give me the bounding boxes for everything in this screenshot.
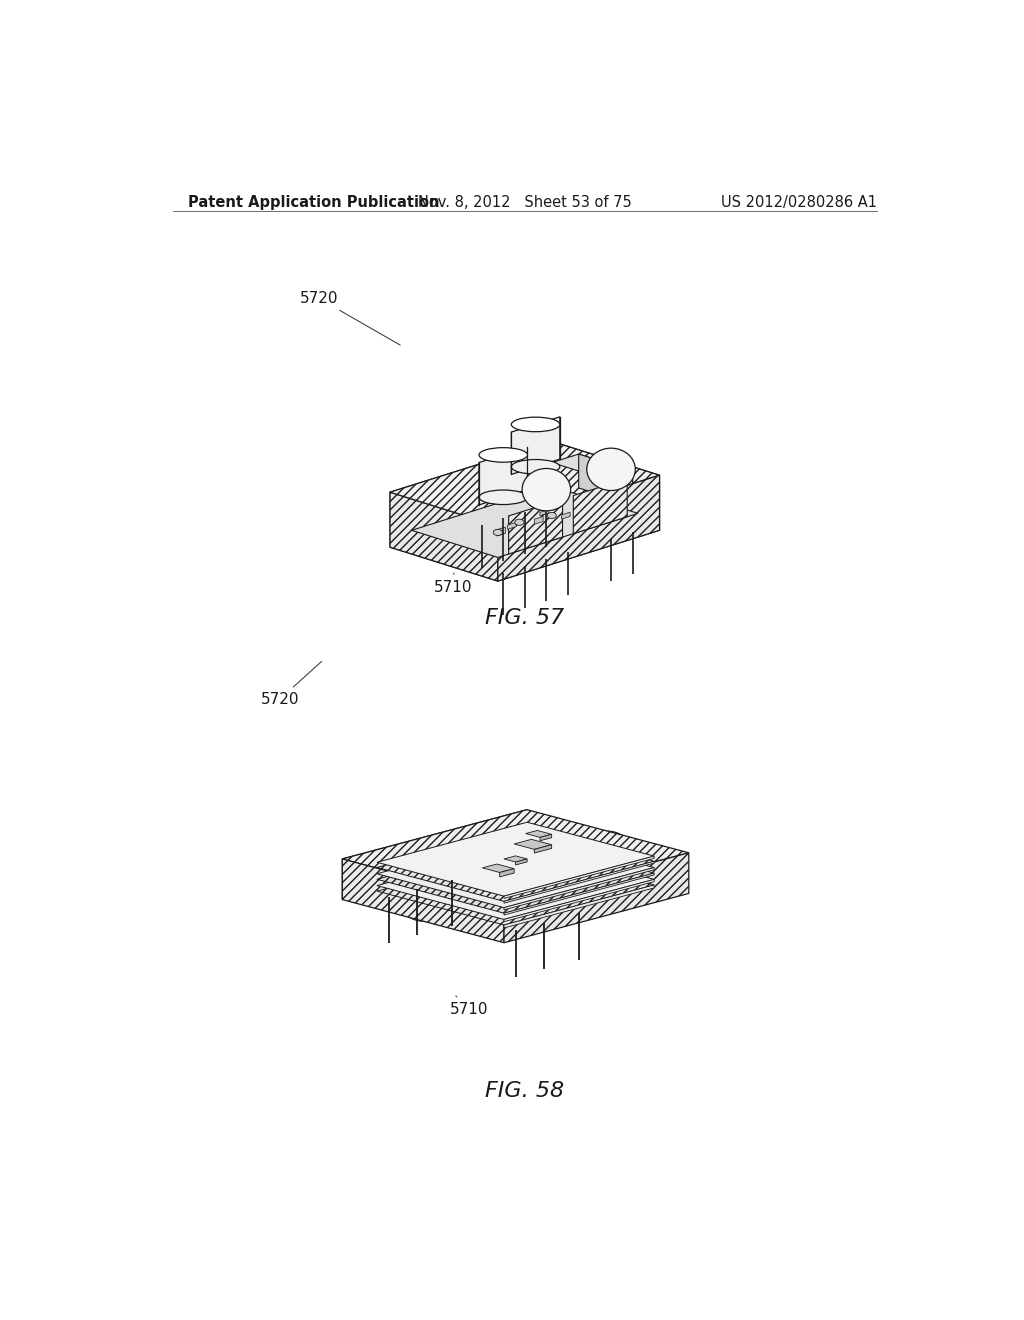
Polygon shape <box>535 845 552 853</box>
Polygon shape <box>412 486 638 557</box>
Polygon shape <box>540 834 552 841</box>
Ellipse shape <box>515 519 524 525</box>
Ellipse shape <box>479 447 527 462</box>
Text: Patent Application Publication: Patent Application Publication <box>188 194 440 210</box>
Ellipse shape <box>479 490 527 504</box>
Polygon shape <box>508 523 516 529</box>
Polygon shape <box>377 822 654 896</box>
Polygon shape <box>479 447 527 506</box>
Text: FIG. 58: FIG. 58 <box>485 1081 564 1101</box>
Text: 5710: 5710 <box>434 573 473 595</box>
Polygon shape <box>342 809 527 900</box>
Polygon shape <box>511 417 560 474</box>
Ellipse shape <box>494 529 503 536</box>
Polygon shape <box>390 492 498 581</box>
Polygon shape <box>498 475 659 581</box>
Ellipse shape <box>587 449 635 491</box>
Polygon shape <box>504 853 689 942</box>
Polygon shape <box>342 859 504 942</box>
Text: 5710: 5710 <box>450 995 488 1016</box>
Polygon shape <box>482 865 514 873</box>
Polygon shape <box>540 510 549 516</box>
Polygon shape <box>377 851 654 925</box>
Text: FIG. 57: FIG. 57 <box>485 607 564 628</box>
Ellipse shape <box>585 832 631 873</box>
Polygon shape <box>377 840 654 913</box>
Polygon shape <box>552 454 633 479</box>
Text: 5720: 5720 <box>300 292 400 345</box>
Polygon shape <box>504 873 654 915</box>
Ellipse shape <box>522 469 570 511</box>
Ellipse shape <box>547 512 556 519</box>
Ellipse shape <box>511 459 560 474</box>
Text: 5720: 5720 <box>261 661 322 706</box>
Polygon shape <box>377 828 654 902</box>
Polygon shape <box>504 857 654 899</box>
Polygon shape <box>535 516 543 524</box>
Polygon shape <box>390 441 659 527</box>
Text: Nov. 8, 2012   Sheet 53 of 75: Nov. 8, 2012 Sheet 53 of 75 <box>418 194 632 210</box>
Ellipse shape <box>400 880 446 921</box>
Polygon shape <box>514 840 552 849</box>
Polygon shape <box>504 879 654 921</box>
Polygon shape <box>504 884 654 928</box>
Polygon shape <box>573 479 628 533</box>
Polygon shape <box>504 867 654 909</box>
Polygon shape <box>390 441 552 548</box>
Ellipse shape <box>511 417 560 432</box>
Polygon shape <box>500 869 514 876</box>
Polygon shape <box>390 496 659 581</box>
Polygon shape <box>377 846 654 920</box>
Polygon shape <box>509 499 562 554</box>
Polygon shape <box>504 855 527 862</box>
Text: US 2012/0280286 A1: US 2012/0280286 A1 <box>722 194 878 210</box>
Polygon shape <box>561 512 570 519</box>
Polygon shape <box>579 454 633 506</box>
Polygon shape <box>605 471 633 513</box>
Polygon shape <box>504 861 654 903</box>
Polygon shape <box>497 527 506 536</box>
Polygon shape <box>525 830 552 837</box>
Polygon shape <box>552 441 659 531</box>
Polygon shape <box>377 834 654 908</box>
Polygon shape <box>515 859 527 865</box>
Polygon shape <box>342 809 689 902</box>
